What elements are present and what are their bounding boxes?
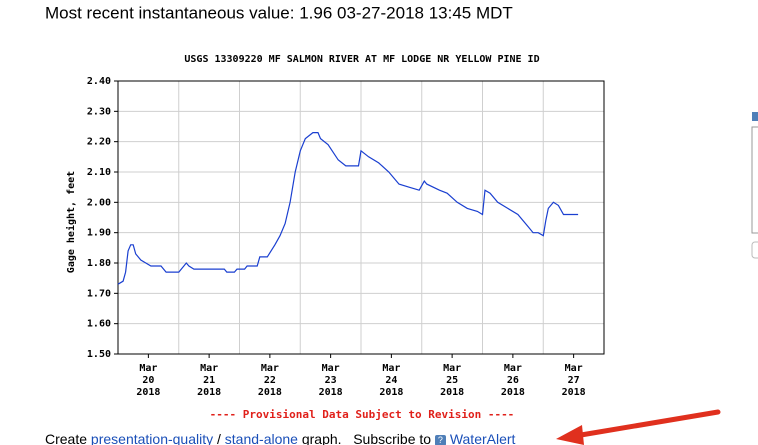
chart-title: USGS 13309220 MF SALMON RIVER AT MF LODG… <box>184 54 539 65</box>
text: graph. <box>301 431 342 445</box>
y-tick-label: 1.60 <box>87 319 111 330</box>
x-tick-label: Mar 21 2018 <box>197 363 222 398</box>
cropped-panel <box>751 126 758 234</box>
x-tick-label: Mar 25 2018 <box>440 363 465 398</box>
y-tick-label: 1.80 <box>87 258 111 269</box>
x-tick-label: Mar 26 2018 <box>500 363 525 398</box>
y-tick-label: 1.70 <box>87 288 111 299</box>
help-icon[interactable]: ? <box>434 435 446 445</box>
y-tick-label: 2.10 <box>87 167 111 178</box>
data-line <box>117 132 579 285</box>
y-tick-label: 2.30 <box>87 106 111 117</box>
y-tick-label: 1.50 <box>87 349 111 360</box>
plot-border <box>117 80 605 355</box>
text: Subscribe to <box>353 431 432 445</box>
arrow-head <box>556 425 584 445</box>
cropped-icon <box>752 112 758 121</box>
y-tick-label: 1.90 <box>87 228 111 239</box>
x-tick-label: Mar 22 2018 <box>257 363 282 398</box>
x-tick-label: Mar 27 2018 <box>561 363 586 398</box>
provisional-note: ---- Provisional Data Subject to Revisio… <box>210 408 515 421</box>
x-tick-label: Mar 23 2018 <box>318 363 343 398</box>
text: Create <box>45 431 88 445</box>
y-tick-label: 2.00 <box>87 197 111 208</box>
link[interactable]: WaterAlert <box>449 431 516 445</box>
link[interactable]: stand-alone <box>224 431 298 445</box>
y-tick-label: 2.40 <box>87 76 111 87</box>
arrow-shaft <box>572 409 721 439</box>
x-tick-label: Mar 20 2018 <box>136 363 161 398</box>
y-tick-label: 2.20 <box>87 137 111 148</box>
cropped-button <box>751 241 758 259</box>
text: / <box>217 431 221 445</box>
x-tick-label: Mar 24 2018 <box>379 363 404 398</box>
y-axis-label: Gage height, feet <box>65 171 77 273</box>
link[interactable]: presentation-quality <box>90 431 214 445</box>
latest-value: Most recent instantaneous value: 1.96 03… <box>45 3 513 22</box>
footer: Create presentation-quality / stand-alon… <box>45 431 515 445</box>
